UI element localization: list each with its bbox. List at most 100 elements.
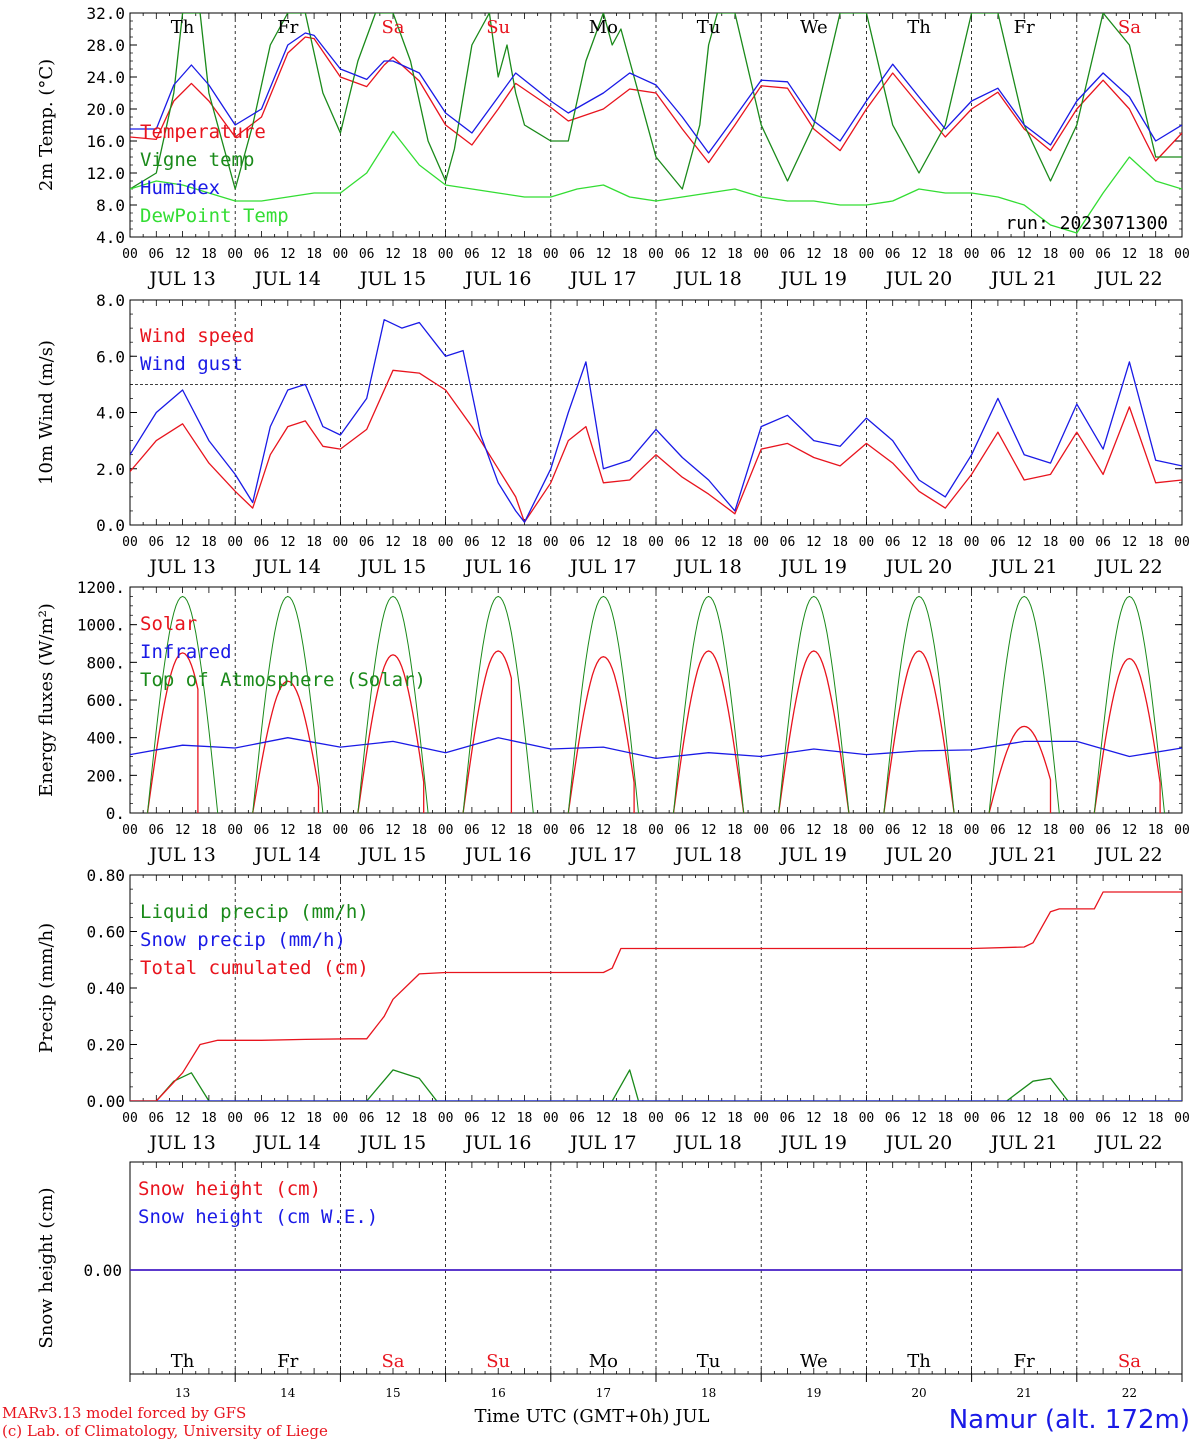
panel-5: 0.00 Snow height (cm) Snow height (cm) Snow…: [36, 1161, 1183, 1400]
x-day-label: JUL 17: [568, 1132, 636, 1154]
x-day-label: JUL 21: [989, 556, 1057, 578]
x-hour-label: 18: [411, 247, 427, 262]
x-hour-label: 18: [517, 535, 533, 550]
series-top-of-atmosphere-solar-: [252, 595, 324, 813]
x-hour-label: 06: [148, 1111, 164, 1126]
y-tick-label: 0.0: [96, 516, 125, 535]
x-hour-label: 12: [1122, 823, 1138, 838]
y-tick-label: 0.80: [86, 866, 125, 885]
x-hour-label: 00: [964, 1111, 980, 1126]
x-hour-label: 00: [333, 1111, 349, 1126]
x-hour-label: 06: [569, 1111, 585, 1126]
x-hour-label: 12: [596, 823, 612, 838]
x-hour-label: 06: [359, 535, 375, 550]
x-day-label: JUL 17: [568, 268, 636, 290]
x-hour-label: 06: [359, 1111, 375, 1126]
x-hour-label: 12: [911, 535, 927, 550]
panel-1: 4.0 8.0 12.0 16.0 20.0 24.0 28.0 32.0 2m Temp. (…: [36, 4, 1190, 290]
x-hour-label: 12: [385, 823, 401, 838]
y-tick-label: 1200.: [77, 578, 125, 597]
x-hour-label: 06: [780, 247, 796, 262]
day-name: Fr: [277, 1351, 298, 1372]
x-hour-label: 12: [806, 1111, 822, 1126]
x-day-label: JUL 14: [253, 1132, 321, 1154]
x-day-label: JUL 14: [253, 844, 321, 866]
x-hour-label: 12: [701, 247, 717, 262]
x-hour-label: 06: [1095, 1111, 1111, 1126]
x-hour-label: 00: [227, 1111, 243, 1126]
series-top-of-atmosphere-solar-: [462, 595, 534, 813]
x-hour-label: 00: [1069, 823, 1085, 838]
x-hour-label: 18: [1043, 1111, 1059, 1126]
x-day-label: JUL 21: [989, 268, 1057, 290]
x-hour-label: 12: [1016, 535, 1032, 550]
y-tick-label: 400.: [86, 729, 125, 748]
series-solar: [357, 654, 425, 813]
y-tick-label: 0.00: [83, 1261, 122, 1280]
x-hour-label: 12: [1122, 247, 1138, 262]
x-day-label: JUL 13: [147, 268, 215, 290]
legend-entry: Infrared: [140, 641, 232, 663]
day-number: 22: [1122, 1386, 1137, 1400]
x-hour-label: 18: [622, 247, 638, 262]
x-hour-label: 12: [1016, 823, 1032, 838]
x-day-label: JUL 15: [358, 556, 426, 578]
x-hour-label: 00: [543, 535, 559, 550]
x-hour-label: 18: [306, 535, 322, 550]
series-vigne-temp: [130, 13, 1182, 190]
y-axis-title: 10m Wind (m/s): [36, 340, 57, 485]
x-hour-label: 06: [254, 823, 270, 838]
x-hour-label: 06: [254, 247, 270, 262]
x-day-label: JUL 16: [463, 556, 531, 578]
x-day-label: JUL 16: [463, 844, 531, 866]
x-hour-label: 12: [596, 247, 612, 262]
y-tick-label: 8.0: [96, 291, 125, 310]
x-hour-label: 12: [701, 1111, 717, 1126]
x-hour-label: 18: [517, 247, 533, 262]
legend-entry: DewPoint Temp: [140, 205, 289, 227]
x-hour-label: 00: [543, 823, 559, 838]
legend-entry: Total cumulated (cm): [140, 957, 369, 979]
series-top-of-atmosphere-solar-: [988, 595, 1060, 813]
x-day-label: JUL 22: [1094, 556, 1162, 578]
y-axis-title: Snow height (cm): [36, 1187, 57, 1348]
day-name: Sa: [381, 17, 404, 38]
x-hour-label: 00: [753, 823, 769, 838]
x-hour-label: 06: [885, 247, 901, 262]
x-hour-label: 00: [859, 535, 875, 550]
y-tick-label: 200.: [86, 766, 125, 785]
series-solar: [146, 652, 199, 813]
y-tick-label: 6.0: [96, 347, 125, 366]
day-name: Tu: [697, 17, 721, 38]
series-group: [130, 891, 1182, 1101]
x-hour-label: 00: [543, 1111, 559, 1126]
x-hour-label: 00: [1069, 247, 1085, 262]
x-day-label: JUL 19: [779, 844, 847, 866]
x-hour-label: 06: [674, 823, 690, 838]
series-top-of-atmosphere-solar-: [1093, 595, 1165, 813]
day-name: Th: [171, 1351, 195, 1372]
series-solar: [883, 650, 955, 813]
x-hour-label: 18: [411, 535, 427, 550]
x-hour-label: 06: [464, 1111, 480, 1126]
day-name: Fr: [1014, 17, 1035, 38]
x-hour-label: 12: [911, 1111, 927, 1126]
x-hour-label: 00: [438, 823, 454, 838]
series-temperature: [130, 36, 1182, 164]
x-hour-label: 12: [385, 535, 401, 550]
x-hour-label: 12: [806, 247, 822, 262]
series-wind-speed: [130, 369, 1182, 523]
x-hour-label: 12: [911, 823, 927, 838]
x-hour-label: 00: [648, 535, 664, 550]
day-number: 19: [806, 1386, 821, 1400]
x-hour-label: 18: [517, 1111, 533, 1126]
x-hour-label: 12: [701, 823, 717, 838]
day-number: 15: [385, 1386, 400, 1400]
x-hour-label: 06: [569, 247, 585, 262]
x-day-label: JUL 19: [779, 268, 847, 290]
day-name: Sa: [381, 1351, 404, 1372]
x-day-label: JUL 19: [779, 556, 847, 578]
station-name: Namur (alt. 172m): [949, 1405, 1190, 1435]
series-group: [130, 319, 1182, 523]
